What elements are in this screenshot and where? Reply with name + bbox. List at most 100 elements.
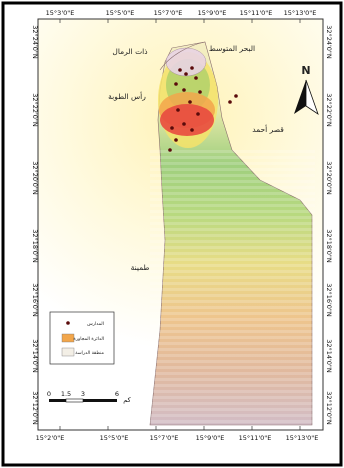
band-stripe: [150, 288, 315, 291]
legend-box: [49, 311, 115, 365]
band-stripe: [150, 156, 315, 159]
band-stripe: [150, 336, 315, 339]
left-tick: 32°20'0"N: [31, 161, 39, 195]
school-point: [196, 112, 200, 116]
school-point: [176, 108, 180, 112]
band-stripe: [150, 216, 315, 219]
top-tick: 15°11'0"E: [240, 9, 273, 17]
band-stripe: [150, 252, 315, 255]
left-tick: 32°24'0"N: [31, 25, 39, 59]
legend-zones-swatch: [61, 333, 75, 343]
place-label-tamina: طمينة: [131, 263, 150, 272]
coastline: [159, 41, 206, 71]
band-stripe: [150, 300, 315, 303]
scale-seg-2: [65, 398, 84, 403]
north-arrow-label: N: [301, 64, 310, 77]
left-latitude-ticks: 32°24'0"N 32°22'0"N 32°20'0"N 32°18'0"N …: [31, 25, 39, 425]
band-stripe: [150, 162, 315, 165]
north-arrow-left: [294, 80, 306, 114]
top-tick: 15°5'0"E: [106, 9, 135, 17]
right-tick: 32°24'0"N: [325, 25, 333, 59]
school-point: [168, 148, 172, 152]
left-tick: 32°18'0"N: [31, 229, 39, 263]
legend-school-symbol: [66, 321, 70, 325]
top-longitude-ticks: 15°3'0"E 15°5'0"E 15°7'0"E 15°9'0"E 15°1…: [46, 9, 317, 17]
band-stripe: [150, 360, 315, 363]
school-point: [182, 122, 186, 126]
band-stripe: [150, 402, 315, 405]
scale-label: 6: [115, 390, 119, 398]
right-latitude-ticks: 32°24'0"N 32°22'0"N 32°20'0"N 32°18'0"N …: [325, 25, 333, 425]
north-arrow: N: [294, 64, 319, 115]
north-arrow-right: [305, 79, 319, 115]
school-point: [190, 66, 194, 70]
tick-marks: [59, 19, 301, 430]
scale-unit: كم: [123, 396, 131, 404]
band-stripe: [150, 282, 315, 285]
school-points: [168, 66, 238, 152]
band-stripe: [150, 318, 315, 321]
buffer-ring-top: [165, 47, 207, 77]
band-stripe: [150, 168, 315, 171]
band-stripe: [150, 210, 315, 213]
band-stripe: [150, 246, 315, 249]
top-tick: 15°3'0"E: [46, 9, 75, 17]
band-stripe: [150, 150, 315, 153]
band-stripe: [150, 264, 315, 267]
left-tick: 32°22'0"N: [31, 93, 39, 127]
band-stripe: [150, 372, 315, 375]
band-stripe: [150, 312, 315, 315]
band-stripe: [150, 240, 315, 243]
place-label-ras-altoba: رأس الطوبة: [108, 91, 146, 101]
right-tick: 32°22'0"N: [325, 93, 333, 127]
band-stripe: [150, 294, 315, 297]
school-point: [234, 94, 238, 98]
school-point: [174, 82, 178, 86]
band-stripe: [150, 204, 315, 207]
band-stripe: [150, 384, 315, 387]
band-stripe: [150, 270, 315, 273]
band-stripe: [150, 174, 315, 177]
band-stripe: [150, 378, 315, 381]
school-point: [194, 76, 198, 80]
legend-label-zones: الدائرة المجاورة: [73, 337, 104, 342]
band-stripe: [150, 348, 315, 351]
band-stripe: [150, 228, 315, 231]
buffer-zones: [158, 47, 218, 148]
band-stripe: [150, 420, 315, 423]
band-stripe: [150, 180, 315, 183]
band-stripe: [150, 198, 315, 201]
school-point: [190, 128, 194, 132]
top-tick: 15°13'0"E: [284, 9, 317, 17]
school-point: [198, 90, 202, 94]
school-point: [170, 126, 174, 130]
band-stripe: [150, 414, 315, 417]
band-stripe: [150, 390, 315, 393]
school-point: [182, 88, 186, 92]
school-point: [188, 100, 192, 104]
right-tick: 32°20'0"N: [325, 161, 333, 195]
band-stripe: [150, 306, 315, 309]
scale-seg-3: [83, 399, 117, 402]
school-point: [228, 100, 232, 104]
band-stripe: [150, 342, 315, 345]
scale-bar: 0 1.5 3 6 كم: [47, 390, 132, 404]
legend-label-schools: المدارس: [87, 322, 104, 327]
school-point: [178, 68, 182, 72]
right-tick: 32°18'0"N: [325, 229, 333, 263]
right-tick: 32°14'0"N: [325, 339, 333, 373]
place-label-sea: البحر المتوسط: [209, 44, 255, 53]
band-stripe: [150, 258, 315, 261]
left-tick: 32°12'0"N: [31, 391, 39, 425]
scale-label: 1.5: [61, 390, 71, 398]
band-stripe: [150, 354, 315, 357]
band-stripe: [150, 234, 315, 237]
right-tick: 32°16'0"N: [325, 283, 333, 317]
scale-seg-1: [49, 399, 66, 402]
band-stripe: [150, 324, 315, 327]
band-stripe: [150, 192, 315, 195]
bottom-tick: 15°2'0"E: [36, 434, 65, 442]
study-area-bands: [150, 150, 315, 423]
band-stripe: [150, 186, 315, 189]
